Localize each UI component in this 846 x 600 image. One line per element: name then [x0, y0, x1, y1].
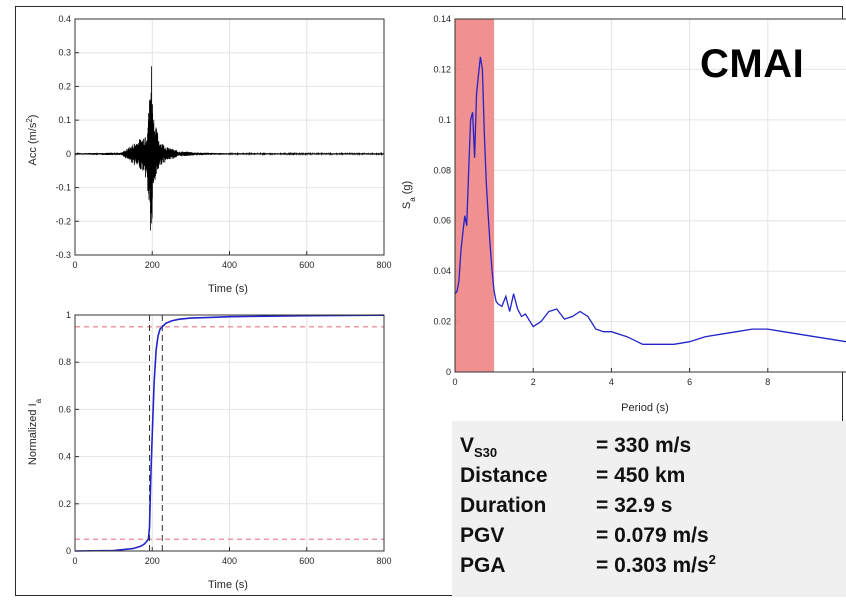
ia-tick-label-y: 0.8: [58, 357, 71, 367]
ia-tick-label-x: 400: [222, 556, 237, 566]
ia-tick-label-y: 0.6: [58, 404, 71, 414]
sa-ylabel: Sa (g): [401, 181, 417, 209]
ia-tick-label-y: 0.4: [58, 452, 71, 462]
sa-tick-label-y: 0: [446, 367, 451, 377]
sa-tick-label-x: 0: [452, 377, 457, 387]
response-spectrum-plot: Sa (g) Period (s) 0 2 4 6 8 0 0.02 0.04 0.06 0.08…: [401, 14, 846, 414]
pgv-value: = 0.079 m/s: [596, 524, 709, 547]
acc-tick-label-x: 800: [376, 260, 391, 270]
ia-series-line: [74, 314, 385, 552]
acc-tick-label-y: 0.3: [58, 48, 71, 58]
pga-value: = 0.303 m/s2: [596, 552, 716, 577]
sa-tick-label-x: 2: [531, 377, 536, 387]
ia-tick-label-y: 0.2: [58, 499, 71, 509]
station-name: CMAI: [700, 42, 805, 86]
distance-value: = 450 km: [596, 464, 686, 487]
sa-tick-label-x: 4: [609, 377, 614, 387]
vs30-value: = 330 m/s: [596, 434, 692, 457]
ia-tick-label-x: 0: [72, 556, 77, 566]
ia-tick-label-y: 1: [66, 310, 71, 320]
acc-trace: [74, 66, 385, 231]
duration-label: Duration: [460, 494, 547, 517]
stat-vs30: VS30 = 330 m/s: [452, 434, 846, 464]
stat-pga: PGA = 0.303 m/s2: [452, 552, 846, 584]
distance-label: Distance: [460, 464, 548, 487]
acc-tick-label-y: -0.2: [55, 216, 71, 226]
acc-tick-label-x: 600: [299, 260, 314, 270]
ia-tick-label-x: 600: [299, 556, 314, 566]
sa-xlabel: Period (s): [621, 402, 669, 414]
acc-tick-label-x: 200: [145, 260, 160, 270]
sa-tick-label-y: 0.12: [433, 64, 451, 74]
stat-duration: Duration = 32.9 s: [452, 494, 846, 524]
acc-tick-label-y: -0.3: [55, 250, 71, 260]
acc-tick-label-y: 0.4: [58, 14, 71, 24]
acceleration-plot: Acc (m/s2) Time (s) 0 200 400 600 800 -0.3 -0.…: [25, 14, 392, 295]
ia-xlabel: Time (s): [208, 579, 248, 591]
sa-axes-frame: [454, 18, 846, 373]
ia-tick-label-y: 0: [66, 546, 71, 556]
sa-series-line: [454, 56, 846, 345]
acc-axes-frame: [74, 18, 385, 256]
acc-tick-label-x: 0: [72, 260, 77, 270]
sa-tick-label-y: 0.1: [438, 115, 451, 125]
sa-tick-label-y: 0.04: [433, 266, 451, 276]
sa-shaded-region: [455, 19, 495, 372]
sa-tick-label-x: 6: [687, 377, 692, 387]
ia-tick-label-x: 800: [376, 556, 391, 566]
sa-tick-label-y: 0.02: [433, 317, 451, 327]
sa-tick-label-y: 0.14: [433, 14, 451, 24]
acc-tick-label-y: 0.2: [58, 81, 71, 91]
stat-pgv: PGV = 0.079 m/s: [452, 524, 846, 554]
ia-tick-label-x: 200: [145, 556, 160, 566]
duration-value: = 32.9 s: [596, 494, 673, 517]
arias-intensity-plot: Normalized Ia Time (s) 0 200 400 600 800 0 0.2…: [27, 310, 392, 591]
sa-tick-label-y: 0.06: [433, 216, 451, 226]
acc-tick-label-y: 0: [66, 149, 71, 159]
acc-tick-label-x: 400: [222, 260, 237, 270]
pga-label: PGA: [460, 554, 506, 577]
acc-tick-label-y: -0.1: [55, 183, 71, 193]
acc-xlabel: Time (s): [208, 283, 248, 295]
stat-distance: Distance = 450 km: [452, 464, 846, 494]
vs30-label: VS30: [460, 434, 498, 460]
record-stats-box: VS30 = 330 m/s Distance = 450 km Duratio…: [452, 421, 846, 597]
acc-tick-label-y: 0.1: [58, 115, 71, 125]
ia-axes-frame: [74, 314, 385, 552]
pgv-label: PGV: [460, 524, 505, 547]
sa-tick-label-y: 0.08: [433, 165, 451, 175]
sa-tick-label-x: 8: [765, 377, 770, 387]
acc-ylabel: Acc (m/s2): [25, 115, 40, 166]
ia-ylabel: Normalized Ia: [27, 398, 43, 465]
